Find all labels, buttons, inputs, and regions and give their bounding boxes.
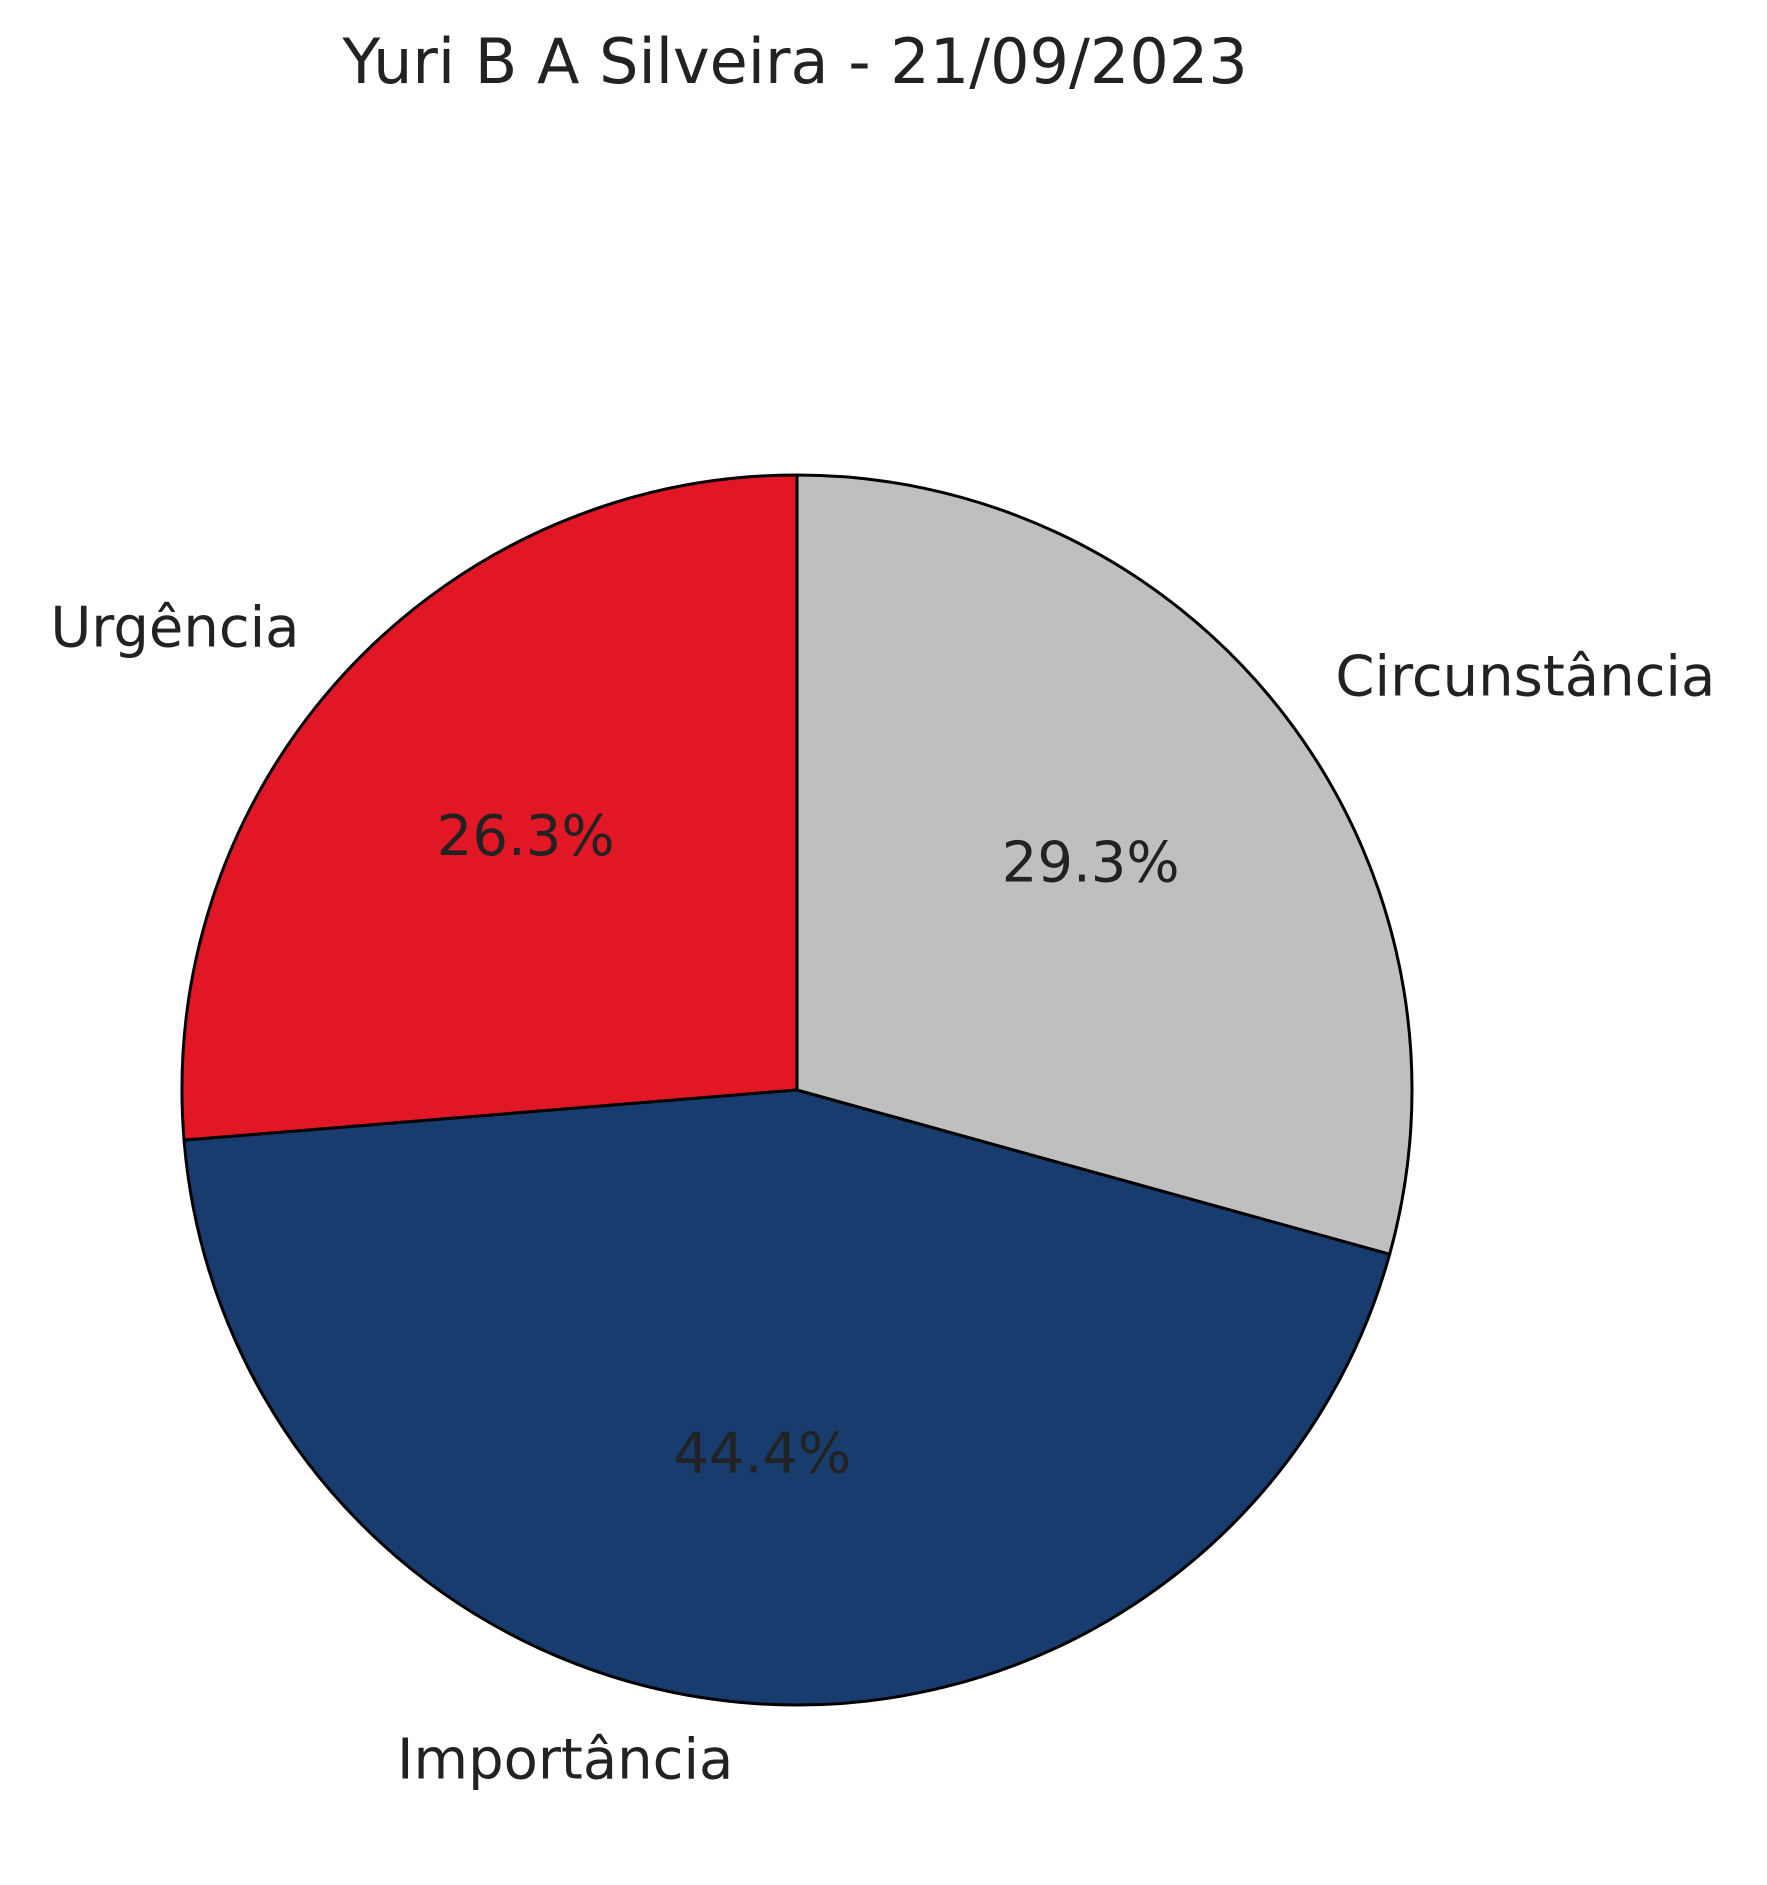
chart-title: Yuri B A Silveira - 21/09/2023 [341, 25, 1247, 98]
slice-pct-label-0: 26.3% [437, 804, 615, 869]
pie-slices [180, 473, 1414, 1707]
slice-pct-label-1: 44.4% [673, 1422, 851, 1487]
pie-slice-2 [795, 473, 1414, 1256]
slice-label-0: Urgência [50, 596, 299, 661]
pie-slice-1 [182, 1088, 1392, 1707]
slice-label-2: Circunstância [1335, 645, 1715, 710]
pie-labels: Urgência 26.3% Importância 44.4% Circunstânc… [50, 596, 1715, 1793]
slice-label-1: Importância [397, 1728, 733, 1793]
pie-slice-0 [180, 473, 799, 1142]
slice-pct-label-2: 29.3% [1002, 831, 1180, 896]
